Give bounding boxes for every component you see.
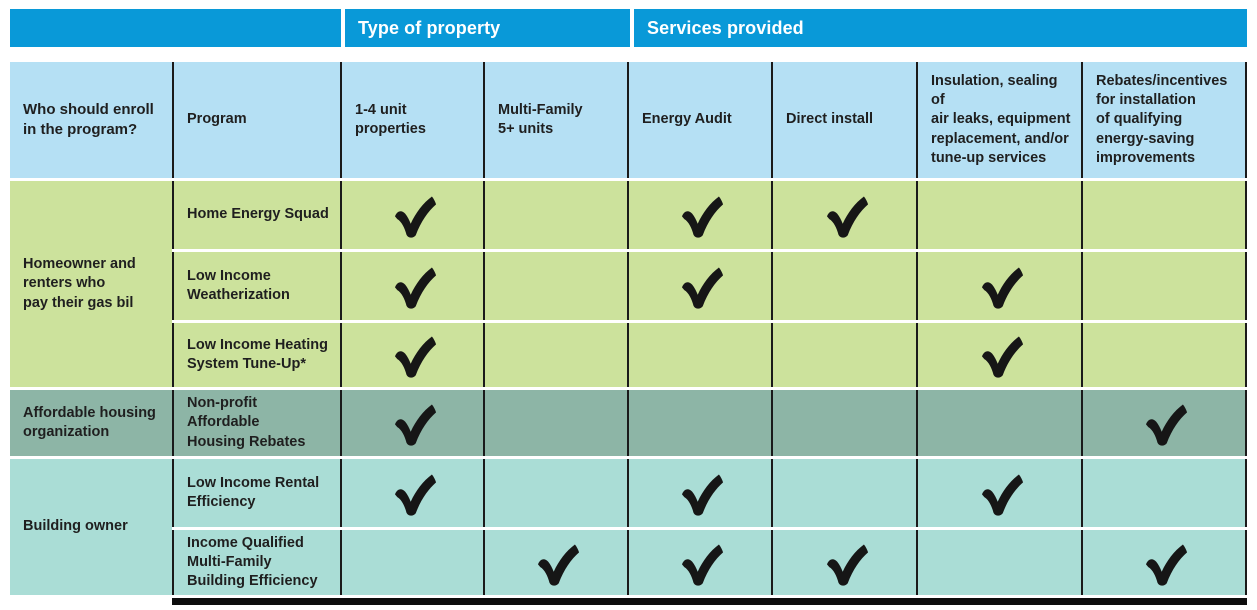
column-header-service-2: Energy Audit [627, 62, 771, 178]
check-icon [394, 404, 436, 446]
service-empty-cell [483, 459, 627, 527]
program-name-cell: Income Qualified Multi-Family Building E… [172, 530, 340, 595]
column-header-service-0: 1-4 unit properties [340, 62, 483, 178]
service-empty-cell [340, 530, 483, 595]
check-icon [394, 474, 436, 516]
service-empty-cell [771, 323, 916, 387]
service-empty-cell [627, 390, 771, 456]
check-icon [1146, 404, 1188, 446]
service-check-cell [771, 181, 916, 249]
service-check-cell [340, 252, 483, 320]
check-icon [682, 267, 724, 309]
service-check-cell [771, 530, 916, 595]
service-empty-cell [1081, 181, 1247, 249]
check-icon [1146, 544, 1188, 586]
service-empty-cell [916, 181, 1081, 249]
top-header-services-provided: Services provided [634, 9, 1247, 47]
service-check-cell [340, 390, 483, 456]
enrollee-group-label: Affordable housing organization [10, 390, 172, 456]
service-check-cell [627, 252, 771, 320]
service-empty-cell [483, 390, 627, 456]
service-check-cell [1081, 390, 1247, 456]
service-empty-cell [1081, 252, 1247, 320]
service-empty-cell [1081, 323, 1247, 387]
check-icon [394, 196, 436, 238]
service-empty-cell [483, 181, 627, 249]
service-empty-cell [1081, 459, 1247, 527]
column-header-service-4: Insulation, sealing of air leaks, equipm… [916, 62, 1081, 178]
program-name-cell: Low Income Rental Efficiency [172, 459, 340, 527]
service-check-cell [1081, 530, 1247, 595]
service-empty-cell [771, 390, 916, 456]
check-icon [394, 267, 436, 309]
enrollee-group-label: Homeowner and renters who pay their gas … [10, 181, 172, 387]
service-empty-cell [483, 252, 627, 320]
check-icon [682, 544, 724, 586]
check-icon [981, 267, 1023, 309]
column-header-who-should-enroll: Who should enroll in the program? [10, 62, 172, 178]
column-header-service-5: Rebates/incentives for installation of q… [1081, 62, 1247, 178]
service-check-cell [627, 181, 771, 249]
service-check-cell [483, 530, 627, 595]
service-check-cell [627, 530, 771, 595]
program-name-cell: Low Income Weatherization [172, 252, 340, 320]
check-icon [826, 544, 868, 586]
column-header-program: Program [172, 62, 340, 178]
service-empty-cell [916, 530, 1081, 595]
service-empty-cell [771, 252, 916, 320]
check-icon [981, 474, 1023, 516]
program-name-cell: Low Income Heating System Tune-Up* [172, 323, 340, 387]
program-name-cell: Home Energy Squad [172, 181, 340, 249]
column-header-service-3: Direct install [771, 62, 916, 178]
service-check-cell [627, 459, 771, 527]
program-table: Who should enroll in the program? Progra… [10, 62, 1247, 605]
check-icon [394, 336, 436, 378]
column-header-service-1: Multi-Family 5+ units [483, 62, 627, 178]
program-name-cell: Non-profit Affordable Housing Rebates [172, 390, 340, 456]
service-empty-cell [627, 323, 771, 387]
table-bottom-border [172, 598, 1247, 605]
enrollee-group-label: Building owner [10, 459, 172, 595]
top-header-bar: Type of property Services provided [10, 9, 1247, 47]
check-icon [981, 336, 1023, 378]
service-check-cell [916, 459, 1081, 527]
service-empty-cell [916, 390, 1081, 456]
service-empty-cell [771, 459, 916, 527]
top-header-blank-segment [10, 9, 341, 47]
check-icon [682, 196, 724, 238]
check-icon [682, 474, 724, 516]
service-check-cell [340, 323, 483, 387]
service-check-cell [340, 459, 483, 527]
service-empty-cell [483, 323, 627, 387]
service-check-cell [340, 181, 483, 249]
check-icon [538, 544, 580, 586]
service-check-cell [916, 252, 1081, 320]
service-check-cell [916, 323, 1081, 387]
check-icon [826, 196, 868, 238]
top-header-type-of-property: Type of property [345, 9, 630, 47]
